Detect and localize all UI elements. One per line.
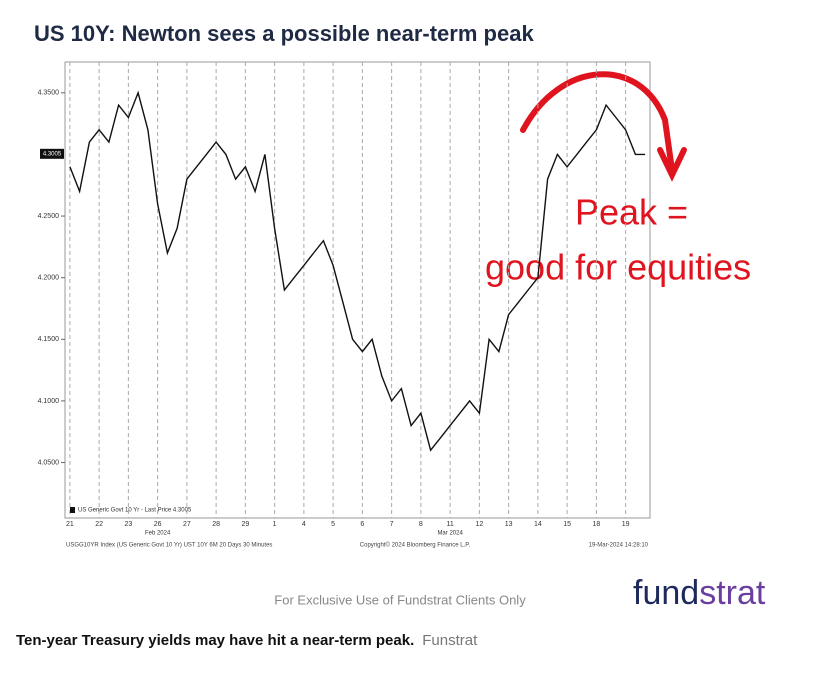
x-tick-label: 13 [505, 521, 513, 528]
y-tick-label: 4.0500 [38, 459, 60, 466]
logo-part: strat [699, 574, 766, 612]
y-tick-label: 4.3500 [38, 90, 60, 97]
x-tick-label: 29 [241, 521, 249, 528]
caption: Ten-year Treasury yields may have hit a … [16, 632, 478, 649]
caption-text: Ten-year Treasury yields may have hit a … [16, 632, 414, 649]
annotation: good for equities [485, 247, 751, 288]
month-label: Mar 2024 [437, 531, 463, 537]
x-tick-label: 27 [183, 521, 191, 528]
x-tick-label: 15 [563, 521, 571, 528]
logo-part: fund [633, 574, 699, 612]
month-label: Feb 2024 [145, 531, 171, 537]
chart-title: US 10Y: Newton sees a possible near-term… [34, 21, 534, 46]
arrow-head [657, 147, 687, 182]
copyright: Copyright© 2024 Bloomberg Finance L.P. [360, 542, 471, 549]
x-tick-label: 7 [390, 521, 394, 528]
source: USGG10YR Index (US Generic Govt 10 Yr) U… [66, 543, 272, 549]
peak-arc [520, 71, 675, 173]
plot-frame [64, 61, 651, 519]
x-tick-label: 4 [302, 521, 306, 528]
legend-swatch [70, 507, 75, 513]
x-tick-label: 19 [622, 521, 630, 528]
footer: For Exclusive Use of Fundstrat Clients O… [274, 592, 526, 607]
legend-label: US Generic Govt 10 Yr - Last Price 4.300… [78, 508, 192, 514]
annotation: Peak = [575, 192, 688, 233]
x-tick-label: 5 [331, 521, 335, 528]
timestamp: 19-Mar-2024 14:28:10 [589, 543, 649, 549]
x-tick-label: 28 [212, 521, 220, 528]
price-line [69, 90, 646, 452]
x-tick-label: 12 [475, 521, 483, 528]
last-price-label: 4.3005 [43, 151, 62, 157]
x-tick-label: 21 [66, 521, 74, 528]
last-price-box [40, 148, 64, 159]
y-tick-label: 4.1000 [38, 398, 60, 405]
x-tick-label: 8 [419, 521, 423, 528]
x-tick-label: 14 [534, 521, 542, 528]
x-tick-label: 6 [360, 521, 364, 528]
x-tick-label: 1 [273, 521, 277, 528]
x-tick-label: 26 [154, 521, 162, 528]
x-tick-label: 22 [95, 521, 103, 528]
y-tick-label: 4.2000 [38, 275, 60, 282]
caption-credit: Funstrat [422, 632, 478, 649]
x-tick-label: 11 [446, 521, 453, 528]
x-tick-label: 23 [124, 521, 132, 528]
y-tick-label: 4.2500 [38, 213, 60, 220]
y-tick-label: 4.1500 [38, 336, 60, 343]
x-tick-label: 18 [592, 521, 600, 528]
logo: fundstrat [633, 574, 766, 612]
